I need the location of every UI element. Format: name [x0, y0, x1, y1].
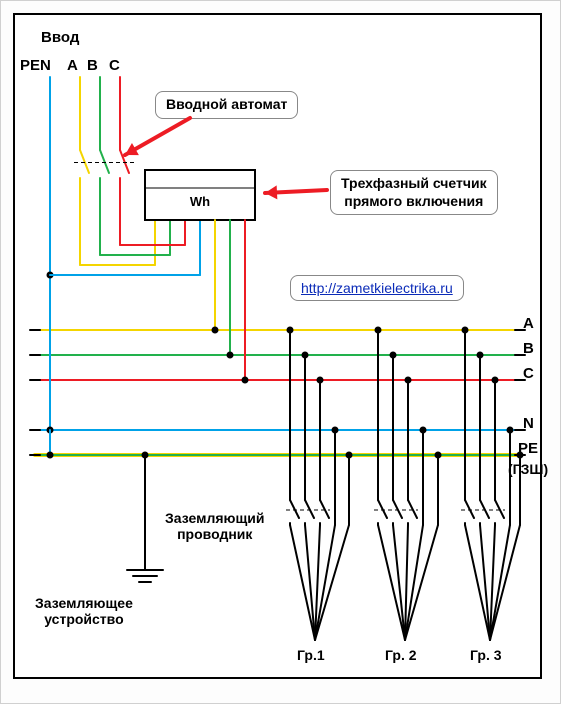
diagram-frame: Ввод PEN A B C A B C N PE (ГЗШ) Вводной …: [0, 0, 561, 704]
svg-text:Wh: Wh: [190, 194, 210, 209]
wiring-svg: Wh: [15, 15, 546, 683]
diagram-inner: Ввод PEN A B C A B C N PE (ГЗШ) Вводной …: [13, 13, 542, 679]
